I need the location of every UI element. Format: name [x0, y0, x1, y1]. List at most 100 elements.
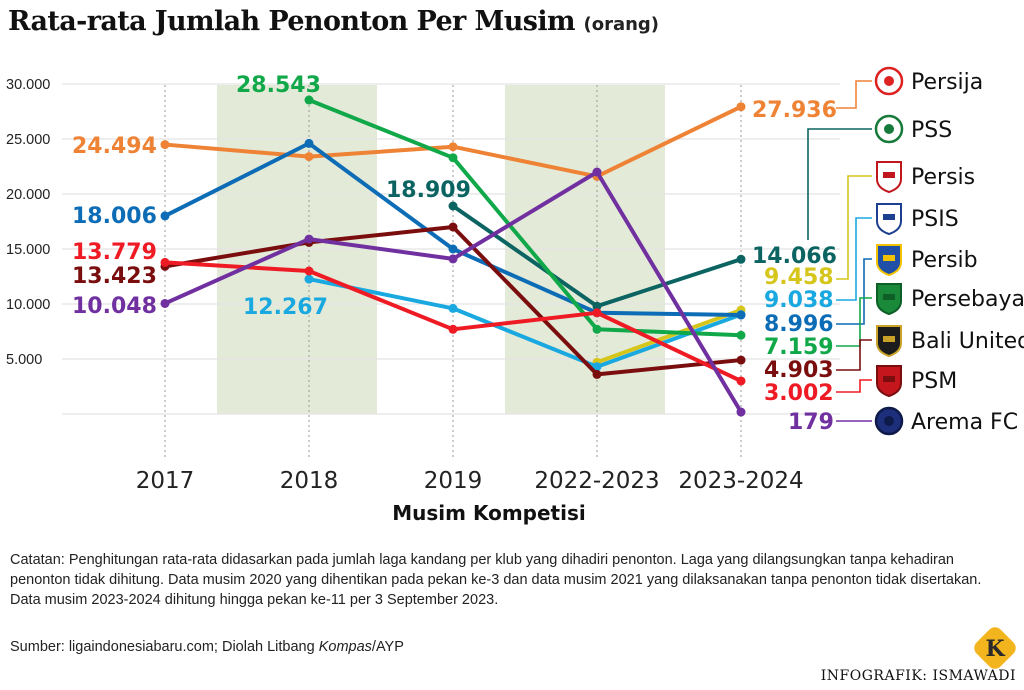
data-point-persija [736, 102, 746, 112]
series-pss [448, 201, 746, 311]
legend-badge-persib-icon [876, 244, 902, 277]
legend-badge-psm-icon [876, 365, 902, 398]
x-tick-label: 2018 [280, 468, 339, 494]
data-point-psm [592, 308, 602, 318]
data-label-bali-united: 4.903 [764, 358, 834, 383]
legend-label-persija: Persija [911, 70, 983, 95]
x-tick-label: 2022-2023 [534, 468, 659, 494]
line-chart: 5.000 10.000 15.000 20.000 25.000 30.000 2017 2… [6, 66, 1024, 525]
data-label-pss: 18.909 [386, 178, 471, 203]
legend-badge-psis-icon [876, 203, 902, 236]
series-psm [160, 257, 746, 386]
data-label-psis: 9.038 [764, 288, 834, 313]
y-tick-label: 30.000 [6, 77, 50, 93]
series-line-persis [595, 307, 743, 365]
data-point-persib [448, 244, 458, 254]
data-point-arema-fc [592, 167, 602, 177]
data-label-psm: 3.002 [764, 381, 834, 406]
x-tick-label: 2017 [136, 468, 195, 494]
data-label-psm: 13.779 [72, 240, 157, 265]
data-point-persebaya [304, 95, 314, 105]
series-arema-fc [160, 167, 746, 417]
chart-source: Sumber: ligaindonesiabaru.com; Diolah Li… [10, 637, 404, 657]
legend-label-arema-fc: Arema FC [911, 410, 1018, 435]
data-point-arema-fc [304, 234, 314, 244]
legend-leader-psm [836, 379, 872, 393]
logo-letter: K [985, 636, 1005, 662]
data-point-psm [736, 376, 746, 386]
legend-label-bali-united: Bali United [911, 329, 1024, 354]
series-line-persebaya [307, 98, 743, 338]
data-point-persebaya [592, 324, 602, 334]
legend-leader-persis [836, 175, 872, 280]
legend-badge-persebaya-icon [876, 283, 902, 316]
legend-label-persib: Persib [911, 248, 978, 273]
data-point-psis [592, 362, 602, 372]
legend-leader-persib [836, 258, 872, 325]
legend-leader-persija [836, 80, 872, 109]
y-tick-label: 25.000 [6, 132, 50, 148]
data-point-bali-united [736, 355, 746, 365]
data-point-psm [160, 257, 170, 267]
title-text: Rata-rata Jumlah Penonton Per Musim [8, 6, 576, 37]
data-point-arema-fc [736, 407, 746, 417]
data-point-persija [304, 152, 314, 162]
legend-label-persis: Persis [911, 165, 975, 190]
source-publisher: Kompas [318, 639, 372, 655]
source-suffix: /AYP [371, 639, 404, 655]
data-point-persija [448, 142, 458, 152]
series-line-psis [307, 277, 743, 369]
data-label-persib: 18.006 [72, 204, 157, 229]
title-unit: (orang) [583, 14, 660, 35]
y-tick-label: 5.000 [6, 352, 42, 368]
infographic-credit: INFOGRAFIK: ISMAWADI [820, 668, 1016, 684]
source-prefix: Sumber: ligaindonesiabaru.com; Diolah Li… [10, 639, 319, 655]
legend-leader-psis [836, 217, 872, 301]
legend-badge-arema-fc-icon [874, 406, 904, 436]
data-label-psis: 12.267 [243, 295, 328, 320]
data-label-persija: 24.494 [72, 134, 157, 159]
legend-leader-pss [807, 128, 872, 240]
legend-label-psis: PSIS [911, 207, 959, 232]
data-label-persib: 8.996 [764, 312, 834, 337]
data-label-arema-fc: 179 [788, 410, 834, 435]
data-point-pss [736, 254, 746, 264]
legend-badge-persis-icon [876, 161, 902, 194]
data-label-bali-united: 13.423 [72, 264, 157, 289]
legend-leader-persebaya [836, 297, 872, 347]
data-point-arema-fc [448, 254, 458, 264]
legend-badge-persija-icon [874, 66, 904, 96]
y-tick-label: 15.000 [6, 242, 50, 258]
data-point-arema-fc [160, 298, 170, 308]
data-point-bali-united [448, 222, 458, 232]
data-label-arema-fc: 10.048 [72, 294, 157, 319]
x-axis-label: Musim Kompetisi [392, 501, 586, 525]
legend-leader-bali-united [836, 339, 872, 371]
data-label-persis: 9.458 [764, 265, 834, 290]
chart-note: Catatan: Penghitungan rata-rata didasark… [10, 552, 982, 608]
kompas-logo: K [974, 627, 1016, 669]
data-label-persija: 27.936 [752, 98, 837, 123]
data-point-persebaya [448, 153, 458, 163]
data-point-psm [448, 324, 458, 334]
data-label-persebaya: 28.543 [236, 73, 321, 98]
legend-badge-bali-united-icon [876, 325, 902, 358]
x-tick-label: 2019 [424, 468, 483, 494]
chart-title: Rata-rata Jumlah Penonton Per Musim (ora… [8, 6, 659, 37]
data-point-psis [448, 303, 458, 313]
data-point-psm [304, 266, 314, 276]
data-point-persib [304, 138, 314, 148]
data-point-persib [736, 310, 746, 320]
legend-label-pss: PSS [911, 118, 952, 143]
data-point-pss [592, 301, 602, 311]
data-label-persebaya: 7.159 [764, 335, 834, 360]
data-point-persija [160, 140, 170, 150]
legend-label-persebaya: Persebaya [911, 287, 1024, 312]
legend-label-psm: PSM [911, 369, 957, 394]
x-tick-label: 2023-2024 [678, 468, 803, 494]
data-point-pss [448, 201, 458, 211]
data-point-persebaya [736, 330, 746, 340]
series-persebaya [304, 95, 746, 340]
data-point-persib [160, 211, 170, 221]
data-point-bali-united [592, 369, 602, 379]
